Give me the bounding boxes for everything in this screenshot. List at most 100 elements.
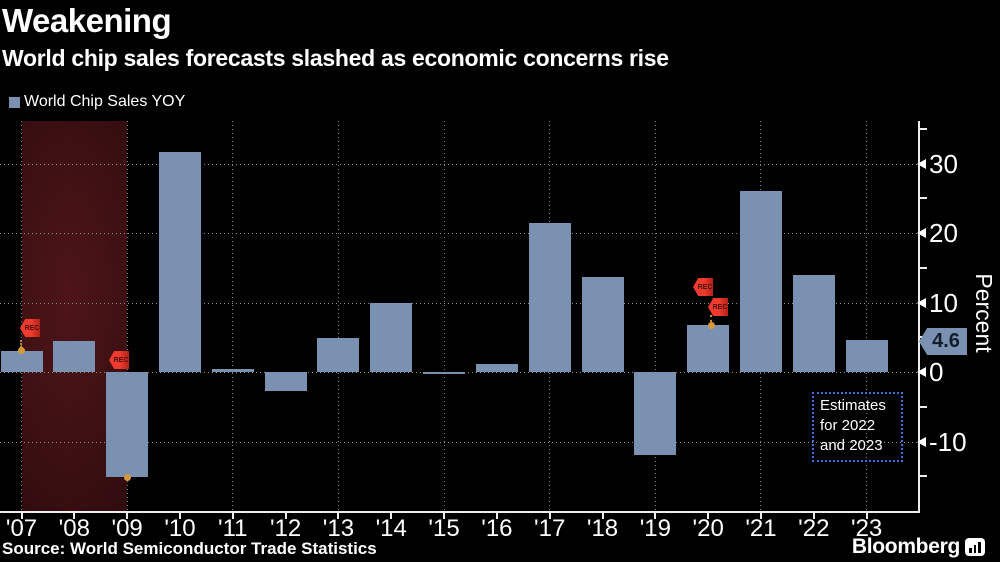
x-tick <box>865 513 868 519</box>
rec-flag-icon: REC <box>708 298 728 316</box>
source-credit: Source: World Semiconductor Trade Statis… <box>2 539 377 558</box>
y-tick-minor <box>919 197 927 200</box>
gridline-vertical <box>337 121 339 511</box>
legend-swatch-icon <box>9 96 20 108</box>
x-tick <box>495 513 498 519</box>
y-tick-label: 20 <box>929 218 958 248</box>
y-tick-minor <box>919 475 927 478</box>
x-axis-line <box>0 511 920 513</box>
gridline-horizontal <box>0 302 918 304</box>
estimates-line: for 2022 <box>820 417 876 435</box>
y-tick-arrow-icon <box>917 436 926 447</box>
y-tick-label: 0 <box>929 357 944 387</box>
y-tick-arrow-icon <box>917 367 926 377</box>
gridline-vertical <box>654 121 656 511</box>
estimates-line: Estimates <box>820 397 886 414</box>
rec-flag-connector <box>20 340 22 348</box>
x-tick <box>548 513 551 519</box>
gridline-vertical <box>443 121 445 511</box>
bar-17 <box>528 222 571 372</box>
bloomberg-wordmark: Bloomberg <box>851 535 960 558</box>
plot-area: Estimates for 2022 and 2023 REC REC REC REC <box>0 121 918 511</box>
rec-flag-connector <box>710 315 712 322</box>
x-tick-label: '10 <box>164 515 196 542</box>
x-tick <box>601 513 604 519</box>
y-axis-line <box>918 121 920 513</box>
gridline-vertical <box>232 121 234 511</box>
bar-10 <box>158 152 201 372</box>
bar-12 <box>264 372 307 391</box>
x-tick <box>707 513 710 519</box>
gridline-horizontal <box>0 233 918 234</box>
x-tick <box>231 513 234 519</box>
bar-14 <box>370 303 413 372</box>
x-tick-label: '23 <box>850 515 883 542</box>
bar-20 <box>687 325 730 372</box>
y-axis-title: Percent <box>971 273 997 353</box>
bar-15 <box>423 372 466 375</box>
bloomberg-logo: Bloomberg <box>852 535 985 559</box>
gridline-vertical <box>126 121 128 511</box>
y-tick-label: 10 <box>929 287 958 318</box>
gridline-horizontal <box>0 163 918 165</box>
x-tick <box>20 513 23 519</box>
x-tick-label: '18 <box>586 515 619 542</box>
x-tick <box>654 513 657 519</box>
y-tick-minor <box>919 266 927 269</box>
x-tick-label: '12 <box>269 515 302 542</box>
x-tick <box>390 513 393 519</box>
rec-marker-dot <box>707 322 715 329</box>
last-value-badge: 4.6 <box>919 328 967 355</box>
x-tick <box>443 513 446 519</box>
rec-flag-icon: REC <box>20 319 40 337</box>
x-tick <box>284 513 287 519</box>
x-tick-label: '09 <box>111 515 143 542</box>
x-tick-label: '11 <box>218 515 248 542</box>
y-tick-arrow-icon <box>917 228 926 238</box>
rec-marker-dot <box>124 473 131 481</box>
y-tick-label: -10 <box>929 426 967 457</box>
x-tick-label: '14 <box>375 515 407 542</box>
y-tick-minor <box>919 127 927 130</box>
gridline-vertical <box>21 121 22 511</box>
legend-label: World Chip Sales YOY <box>24 93 186 110</box>
gridline-vertical <box>866 121 868 511</box>
bar-23 <box>845 340 888 372</box>
x-tick-label: '08 <box>58 515 90 542</box>
x-tick <box>126 513 129 519</box>
bar-21 <box>739 190 782 372</box>
x-tick-label: '17 <box>534 515 566 542</box>
rec-flag-icon: REC <box>109 351 129 369</box>
y-tick-minor <box>919 405 927 408</box>
page-title: Weakening <box>2 2 172 39</box>
bar-19 <box>634 372 677 455</box>
x-tick-label: '13 <box>322 515 355 542</box>
bar-13 <box>317 337 360 372</box>
x-tick <box>178 513 181 519</box>
bar-22 <box>792 275 835 372</box>
y-tick-arrow-icon <box>917 297 926 308</box>
estimates-line: and 2023 <box>820 437 883 455</box>
x-tick-label: '07 <box>5 515 38 542</box>
x-tick-label: '21 <box>745 515 777 542</box>
x-tick-label: '22 <box>798 515 830 542</box>
x-tick-label: '15 <box>428 515 460 542</box>
bar-07 <box>0 351 43 372</box>
x-tick <box>337 513 340 519</box>
rec-marker-dot <box>18 347 25 354</box>
rec-flag-icon: REC <box>693 278 713 296</box>
bar-08 <box>53 340 96 372</box>
y-tick-arrow-icon <box>917 158 926 169</box>
x-tick-label: '16 <box>481 515 513 542</box>
x-tick <box>812 513 815 519</box>
y-tick-label: 30 <box>929 148 958 179</box>
chart-subtitle: World chip sales forecasts slashed as ec… <box>2 45 669 71</box>
bar-18 <box>581 276 624 372</box>
bar-09 <box>106 372 149 477</box>
bar-16 <box>475 363 518 372</box>
x-tick <box>759 513 762 519</box>
estimates-annotation-box: Estimates for 2022 and 2023 <box>812 392 903 462</box>
x-tick-label: '20 <box>692 515 724 542</box>
